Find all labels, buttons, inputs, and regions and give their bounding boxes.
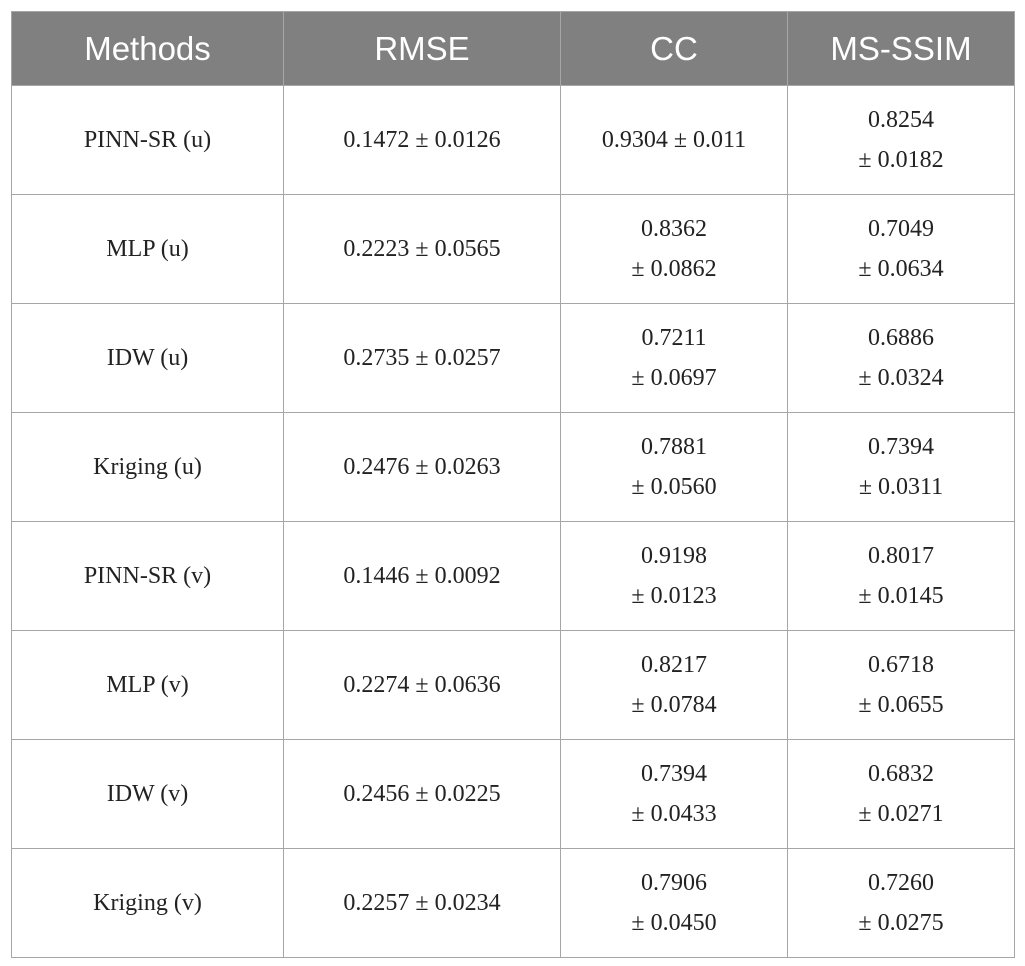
table-cell: 0.6718 ± 0.0655	[787, 630, 1015, 740]
table-cell: MLP (u)	[11, 194, 284, 304]
cell-line: ± 0.0145	[858, 583, 944, 609]
column-header: MS-SSIM	[787, 11, 1015, 86]
table-row: IDW (v) 0.2456 ± 0.0225 0.7394 ± 0.0433 0.68…	[11, 739, 1015, 849]
cell-line: 0.7394	[868, 434, 934, 460]
column-header: RMSE	[283, 11, 561, 86]
table-cell: 0.7906 ± 0.0450	[560, 848, 788, 958]
table-cell: 0.2476 ± 0.0263	[283, 412, 561, 522]
cell-line: 0.7049	[868, 216, 934, 242]
table-cell: MLP (v)	[11, 630, 284, 740]
table-cell: 0.9304 ± 0.011	[560, 85, 788, 195]
column-header: CC	[560, 11, 788, 86]
table-cell: 0.7211 ± 0.0697	[560, 303, 788, 413]
table-body: PINN-SR (u) 0.1472 ± 0.0126 0.9304 ± 0.011…	[11, 85, 1015, 958]
table-row: IDW (u) 0.2735 ± 0.0257 0.7211 ± 0.0697 0.68…	[11, 303, 1015, 413]
column-header: Methods	[11, 11, 284, 86]
cell-line: 0.8017	[868, 543, 934, 569]
table-cell: 0.8017 ± 0.0145	[787, 521, 1015, 631]
table-cell: 0.2735 ± 0.0257	[283, 303, 561, 413]
table-cell: 0.1446 ± 0.0092	[283, 521, 561, 631]
table-cell: IDW (v)	[11, 739, 284, 849]
table-row: PINN-SR (v) 0.1446 ± 0.0092 0.9198 ± 0.0123…	[11, 521, 1015, 631]
cell-line: 0.7260	[868, 870, 934, 896]
table-cell: 0.8217 ± 0.0784	[560, 630, 788, 740]
table-cell: Kriging (u)	[11, 412, 284, 522]
table-row: Kriging (v) 0.2257 ± 0.0234 0.7906 ± 0.0450…	[11, 848, 1015, 958]
table-cell: 0.2456 ± 0.0225	[283, 739, 561, 849]
cell-line: 0.7881	[641, 434, 707, 460]
table-cell: 0.6886 ± 0.0324	[787, 303, 1015, 413]
cell-line: ± 0.0182	[858, 147, 944, 173]
table-cell: 0.7394 ± 0.0311	[787, 412, 1015, 522]
cell-line: ± 0.0433	[631, 801, 717, 827]
cell-line: 0.9198	[641, 543, 707, 569]
cell-line: 0.6718	[868, 652, 934, 678]
table-cell: IDW (u)	[11, 303, 284, 413]
cell-line: 0.8217	[641, 652, 707, 678]
table-cell: 0.6832 ± 0.0271	[787, 739, 1015, 849]
cell-line: ± 0.0275	[858, 910, 944, 936]
results-table: Methods RMSE CC MS-SSIM PINN-SR (u) 0.1472 ±…	[11, 11, 1015, 958]
cell-line: 0.7906	[641, 870, 707, 896]
cell-line: 0.8254	[868, 107, 934, 133]
table-cell: 0.7049 ± 0.0634	[787, 194, 1015, 304]
cell-line: ± 0.0123	[631, 583, 717, 609]
table-cell: PINN-SR (u)	[11, 85, 284, 195]
table-cell: 0.2274 ± 0.0636	[283, 630, 561, 740]
cell-line: 0.6886	[868, 325, 934, 351]
table-cell: 0.2223 ± 0.0565	[283, 194, 561, 304]
table-cell: 0.1472 ± 0.0126	[283, 85, 561, 195]
table-cell: 0.9198 ± 0.0123	[560, 521, 788, 631]
table-row: MLP (v) 0.2274 ± 0.0636 0.8217 ± 0.0784 0.67…	[11, 630, 1015, 740]
cell-line: ± 0.0560	[631, 474, 717, 500]
cell-line: ± 0.0655	[858, 692, 944, 718]
table-cell: 0.8254 ± 0.0182	[787, 85, 1015, 195]
header-row: Methods RMSE CC MS-SSIM	[11, 11, 1015, 86]
cell-line: ± 0.0697	[631, 365, 717, 391]
cell-line: ± 0.0271	[858, 801, 944, 827]
cell-line: 0.6832	[868, 761, 934, 787]
table-cell: 0.7394 ± 0.0433	[560, 739, 788, 849]
cell-line: 0.7394	[641, 761, 707, 787]
cell-line: 0.7211	[641, 325, 707, 351]
table-cell: PINN-SR (v)	[11, 521, 284, 631]
table-cell: 0.7881 ± 0.0560	[560, 412, 788, 522]
table-cell: 0.2257 ± 0.0234	[283, 848, 561, 958]
table-row: MLP (u) 0.2223 ± 0.0565 0.8362 ± 0.0862 0.70…	[11, 194, 1015, 304]
cell-line: ± 0.0311	[858, 474, 944, 500]
table-cell: Kriging (v)	[11, 848, 284, 958]
cell-line: ± 0.0634	[858, 256, 944, 282]
cell-line: 0.8362	[641, 216, 707, 242]
table-row: Kriging (u) 0.2476 ± 0.0263 0.7881 ± 0.0560…	[11, 412, 1015, 522]
cell-line: ± 0.0324	[858, 365, 944, 391]
table-row: PINN-SR (u) 0.1472 ± 0.0126 0.9304 ± 0.011…	[11, 85, 1015, 195]
cell-line: ± 0.0784	[631, 692, 717, 718]
table-cell: 0.7260 ± 0.0275	[787, 848, 1015, 958]
table-cell: 0.8362 ± 0.0862	[560, 194, 788, 304]
cell-line: ± 0.0450	[631, 910, 717, 936]
cell-line: ± 0.0862	[631, 256, 717, 282]
